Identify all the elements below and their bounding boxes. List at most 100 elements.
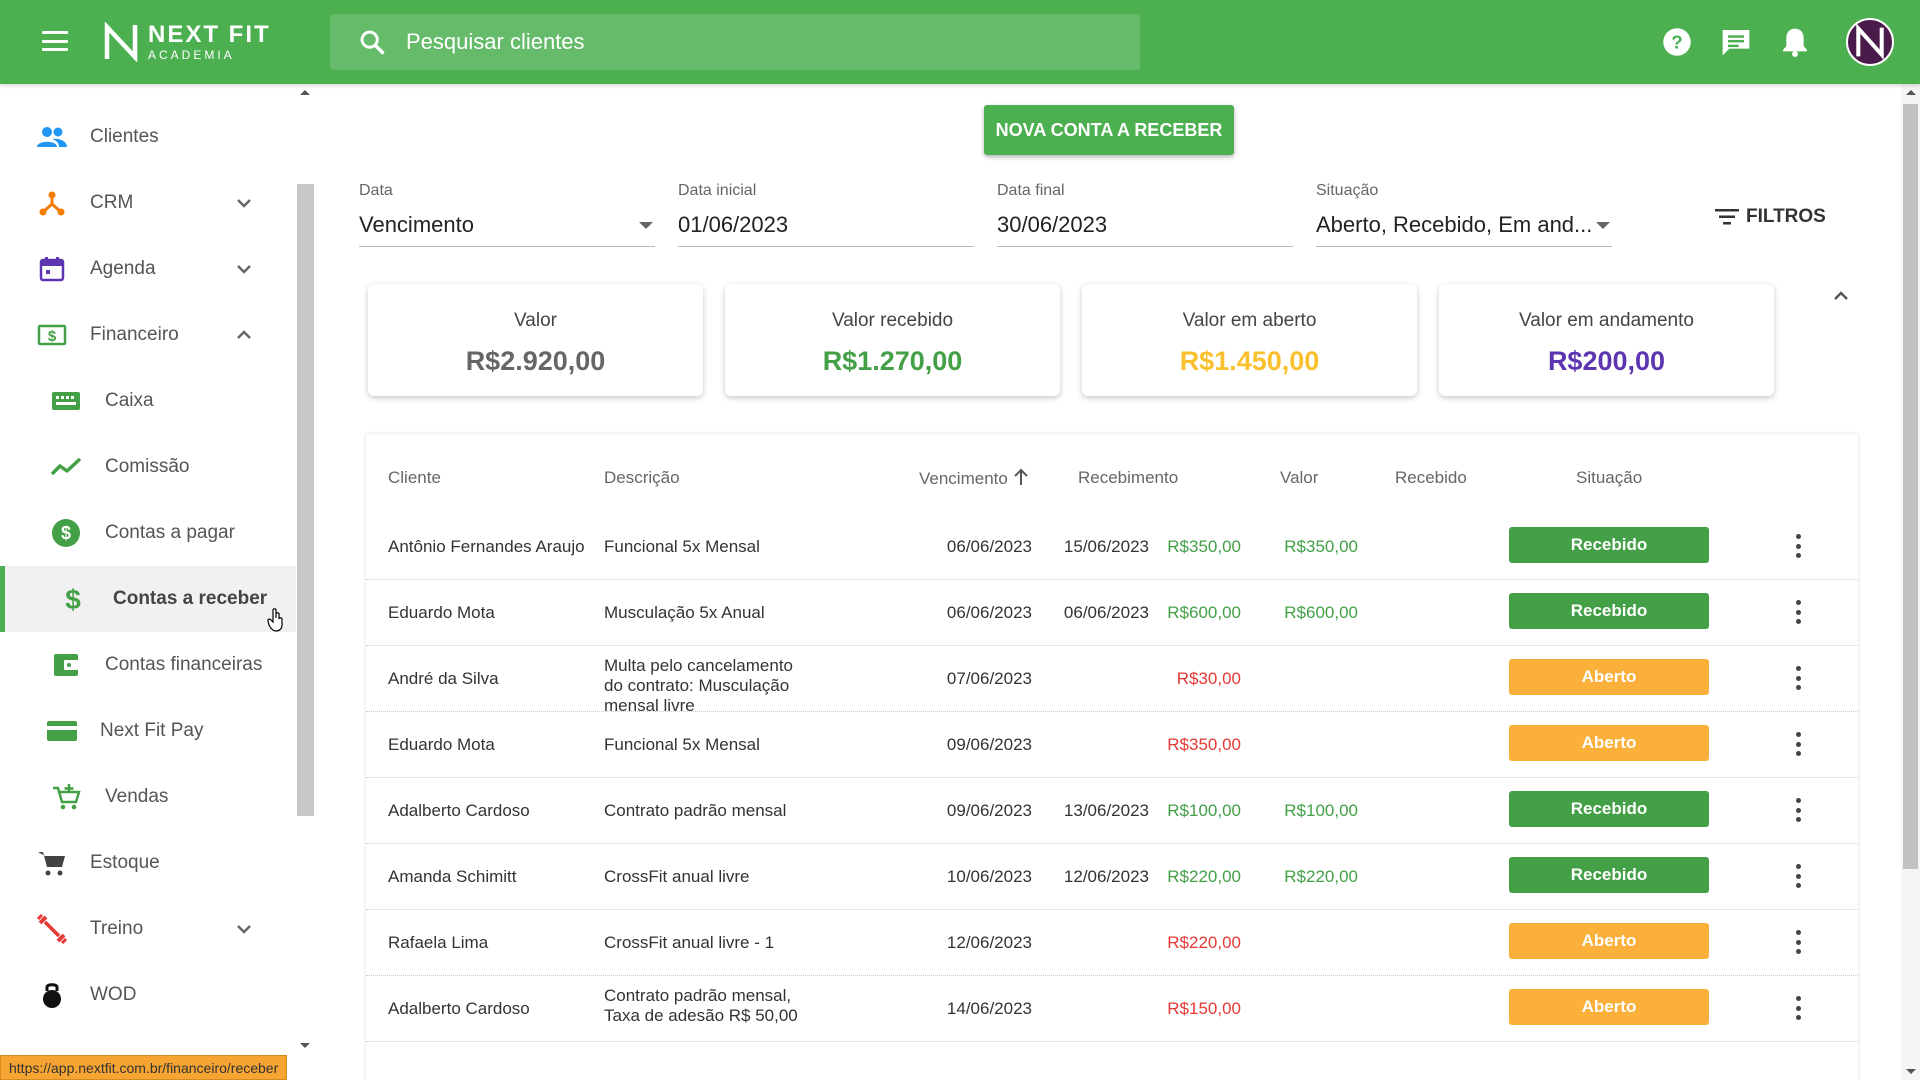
sidebar-item-label: Next Fit Pay — [100, 720, 204, 741]
hamburger-icon[interactable] — [42, 31, 68, 51]
chevron-up-icon[interactable] — [1829, 284, 1853, 308]
status-badge[interactable]: Aberto — [1509, 659, 1709, 695]
cell-descricao: Musculação 5x Anual — [604, 603, 765, 622]
sidebar-item-wod[interactable]: WOD — [0, 962, 296, 1028]
chevron-up-icon[interactable] — [232, 323, 256, 347]
search-bar[interactable] — [330, 14, 1140, 70]
sidebar-item-contas-receber[interactable]: $ Contas a receber — [0, 566, 296, 632]
status-select[interactable]: Situação Aberto, Recebido, Em and... — [1316, 182, 1612, 247]
sidebar-item-vendas[interactable]: Vendas — [0, 764, 296, 830]
table-row[interactable]: Adalberto Cardoso Contrato padrão mensal 0… — [366, 778, 1858, 844]
start-date-field[interactable]: Data inicial 01/06/2023 — [678, 182, 974, 247]
kettlebell-icon — [36, 979, 68, 1011]
sidebar-item-agenda[interactable]: Agenda — [0, 236, 296, 302]
more-vert-icon[interactable] — [1794, 600, 1802, 624]
new-receivable-button[interactable]: NOVA CONTA A RECEBER — [984, 105, 1234, 155]
more-vert-icon[interactable] — [1794, 732, 1802, 756]
date-type-select[interactable]: Data Vencimento — [359, 182, 655, 247]
filters-label: FILTROS — [1746, 206, 1826, 227]
card-icon — [46, 715, 78, 747]
card-title: Valor em aberto — [1182, 310, 1317, 331]
table-row[interactable]: Antônio Fernandes Araujo Funcional 5x Men… — [366, 514, 1858, 580]
sidebar-item-caixa[interactable]: Caixa — [0, 368, 296, 434]
svg-text:?: ? — [1671, 31, 1682, 52]
wallet-icon — [50, 649, 82, 681]
sidebar-item-crm[interactable]: CRM — [0, 170, 296, 236]
sidebar-item-label: Contas a pagar — [105, 522, 235, 543]
status-badge[interactable]: Aberto — [1509, 725, 1709, 761]
sidebar-item-contas-pagar[interactable]: $ Contas a pagar — [0, 500, 296, 566]
col-vencimento[interactable]: Vencimento — [919, 468, 1029, 489]
table-row[interactable]: Eduardo Mota Musculação 5x Anual 06/06/202… — [366, 580, 1858, 646]
main-scrollbar[interactable] — [1901, 84, 1920, 1080]
status-badge[interactable]: Recebido — [1509, 527, 1709, 563]
sidebar-item-contas-financeiras[interactable]: Contas financeiras — [0, 632, 296, 698]
cell-cliente: Eduardo Mota — [388, 603, 495, 622]
more-vert-icon[interactable] — [1794, 930, 1802, 954]
nextfit-logo-icon — [104, 22, 138, 62]
chat-icon[interactable] — [1719, 25, 1753, 59]
col-cliente[interactable]: Cliente — [388, 468, 441, 487]
end-date-field[interactable]: Data final 30/06/2023 — [997, 182, 1293, 247]
sidebar-item-comissao[interactable]: Comissão — [0, 434, 296, 500]
cell-recebimento: 15/06/2023 — [1063, 537, 1149, 556]
col-descricao[interactable]: Descrição — [604, 468, 680, 487]
sidebar-item-treino[interactable]: Treino — [0, 896, 296, 962]
table-row[interactable]: André da Silva Multa pelo cancelamento do… — [366, 646, 1858, 715]
cell-recebimento: 13/06/2023 — [1063, 801, 1149, 820]
field-value: Vencimento — [359, 212, 474, 237]
dumbbell-icon — [36, 913, 68, 945]
chevron-down-icon[interactable] — [232, 917, 256, 941]
cell-valor: R$220,00 — [1167, 933, 1241, 952]
field-value: 30/06/2023 — [997, 212, 1108, 237]
scroll-down-arrow[interactable] — [1906, 1069, 1916, 1074]
col-situacao[interactable]: Situação — [1576, 468, 1643, 487]
col-recebimento[interactable]: Recebimento — [1078, 468, 1179, 487]
sidebar-item-financeiro[interactable]: $ Financeiro — [0, 302, 296, 368]
more-vert-icon[interactable] — [1794, 666, 1802, 690]
top-bar: NEXT FIT ACADEMIA ? — [0, 0, 1920, 84]
more-vert-icon[interactable] — [1794, 996, 1802, 1020]
bell-icon[interactable] — [1778, 25, 1812, 59]
dropdown-arrow-icon — [639, 222, 653, 229]
cell-vencimento: 10/06/2023 — [946, 867, 1032, 886]
col-recebido[interactable]: Recebido — [1395, 468, 1467, 487]
table-row[interactable]: Rafaela Lima CrossFit anual livre - 1 12/0… — [366, 910, 1858, 976]
money-icon: $ — [36, 319, 68, 351]
sidebar-scroll-down[interactable] — [300, 1043, 310, 1048]
hand-cursor-icon — [267, 608, 283, 632]
table-row[interactable]: Amanda Schimitt CrossFit anual livre 10/06… — [366, 844, 1858, 910]
more-vert-icon[interactable] — [1794, 798, 1802, 822]
logo[interactable]: NEXT FIT ACADEMIA — [104, 22, 271, 62]
status-badge[interactable]: Recebido — [1509, 857, 1709, 893]
sidebar-item-clientes[interactable]: Clientes — [0, 104, 296, 170]
sidebar-item-label: Financeiro — [90, 324, 179, 345]
col-valor[interactable]: Valor — [1280, 468, 1319, 487]
card-title: Valor em andamento — [1519, 310, 1694, 331]
sidebar-item-next-fit-pay[interactable]: Next Fit Pay — [0, 698, 296, 764]
status-badge[interactable]: Aberto — [1509, 923, 1709, 959]
top-actions: ? — [1635, 0, 1920, 84]
scroll-up-arrow[interactable] — [1906, 90, 1916, 95]
sidebar-scroll-up[interactable] — [300, 90, 310, 95]
cell-cliente: Adalberto Cardoso — [388, 801, 530, 820]
chevron-down-icon[interactable] — [232, 191, 256, 215]
sidebar-scrollbar[interactable] — [297, 184, 314, 816]
filters-button[interactable]: FILTROS — [1714, 206, 1826, 228]
chevron-down-icon[interactable] — [232, 257, 256, 281]
sidebar-item-estoque[interactable]: Estoque — [0, 830, 296, 896]
more-vert-icon[interactable] — [1794, 864, 1802, 888]
status-badge[interactable]: Recebido — [1509, 593, 1709, 629]
table-row[interactable]: Adalberto Cardoso Contrato padrão mensal,… — [366, 976, 1858, 1042]
user-avatar[interactable] — [1846, 18, 1894, 66]
field-label: Data final — [997, 182, 1065, 199]
status-badge[interactable]: Recebido — [1509, 791, 1709, 827]
summary-card-open: Valor em aberto R$1.450,00 — [1082, 284, 1417, 396]
status-badge[interactable]: Aberto — [1509, 989, 1709, 1025]
scroll-thumb[interactable] — [1903, 104, 1918, 869]
search-input[interactable] — [406, 29, 1106, 55]
field-label: Data — [359, 182, 393, 199]
help-icon[interactable]: ? — [1660, 25, 1694, 59]
table-row[interactable]: Eduardo Mota Funcional 5x Mensal 09/06/202… — [366, 712, 1858, 778]
more-vert-icon[interactable] — [1794, 534, 1802, 558]
